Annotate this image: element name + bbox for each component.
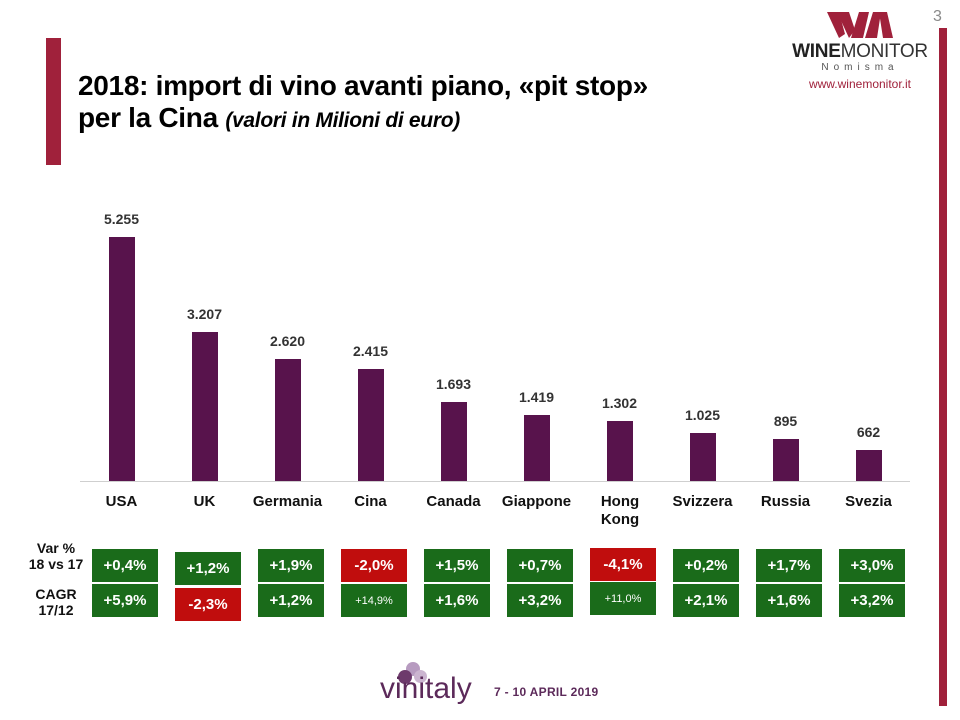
x-axis-category-label: Germania	[252, 493, 323, 510]
logo-name-bold: WINE	[792, 41, 841, 62]
var-cell: +0,2%	[673, 549, 739, 582]
x-axis-category-label: Svezia	[845, 493, 892, 510]
var-cell: +0,4%	[92, 549, 158, 582]
bar-value-label: 5.255	[103, 211, 140, 227]
bar	[275, 359, 301, 481]
cagr-cell: +14,9%	[341, 584, 407, 617]
bar-group: 2.620 Germania	[246, 180, 329, 540]
row-label-cagr-a: CAGR	[35, 586, 77, 602]
bar	[358, 369, 384, 481]
bar-group: 3.207 UK	[163, 180, 246, 540]
bar	[109, 237, 135, 481]
winemonitor-logo: WINEMONITOR Nomisma www.winemonitor.it	[790, 10, 930, 92]
bar	[856, 450, 882, 481]
bar-value-label: 1.693	[435, 376, 472, 392]
bar-group: 2.415 Cina	[329, 180, 412, 540]
bar-value-label: 2.620	[269, 333, 306, 349]
bar	[607, 421, 633, 481]
cagr-cell: +5,9%	[92, 584, 158, 617]
x-axis-category-label: Canada	[426, 493, 481, 510]
bar-value-label: 662	[856, 424, 881, 440]
bar-value-label: 3.207	[186, 306, 223, 322]
var-cell: -4,1%	[590, 548, 656, 581]
x-axis-category-label: Giappone	[501, 493, 572, 510]
winemonitor-mark-icon	[827, 12, 893, 38]
var-cell: +0,7%	[507, 549, 573, 582]
var-cell: +1,7%	[756, 549, 822, 582]
cagr-cell: +1,6%	[756, 584, 822, 617]
logo-name-regular: MONITOR	[840, 41, 929, 62]
x-axis-category-label: Hong Kong	[600, 493, 640, 528]
cagr-cell: +3,2%	[507, 584, 573, 617]
cagr-cell: +1,6%	[424, 584, 490, 617]
bar-group: 1.025 Svizzera	[661, 180, 744, 540]
vinitaly-brand: vinitaly	[380, 672, 472, 705]
bar	[773, 439, 799, 481]
bar-value-label: 1.025	[684, 407, 721, 423]
title-subtitle: (valori in Milioni di euro)	[225, 109, 460, 132]
var-cell: +3,0%	[839, 549, 905, 582]
bar	[690, 433, 716, 481]
bar	[441, 402, 467, 481]
logo-name: WINEMONITOR	[790, 42, 930, 62]
bar-group: 1.302 Hong Kong	[578, 180, 661, 540]
bar-value-label: 2.415	[352, 343, 389, 359]
bar-group: 5.255 USA	[80, 180, 163, 540]
title-line-2: per la Cina (valori in Milioni di euro)	[78, 102, 778, 137]
x-axis-category-label: Cina	[354, 493, 387, 510]
bar-group: 1.693 Canada	[412, 180, 495, 540]
logo-url[interactable]: www.winemonitor.it	[808, 77, 912, 91]
title-accent-bar	[46, 38, 61, 165]
right-accent-bar	[939, 28, 947, 706]
row-label-cagr: CAGR 17/12	[20, 586, 92, 618]
row-label-var-b: 18 vs 17	[28, 556, 84, 572]
var-cell: +1,9%	[258, 549, 324, 582]
bar	[192, 332, 218, 481]
bar-group: 662 Svezia	[827, 180, 910, 540]
x-axis-category-label: Russia	[760, 493, 811, 510]
row-label-var: Var % 18 vs 17	[20, 540, 92, 572]
bar-value-label: 895	[773, 413, 798, 429]
var-cell: -2,0%	[341, 549, 407, 582]
vinitaly-dates: 7 - 10 APRIL 2019	[494, 685, 599, 699]
logo-sub: Nomisma	[821, 62, 899, 73]
cagr-cell: +2,1%	[673, 584, 739, 617]
x-axis-category-label: UK	[193, 493, 216, 510]
var-cell: +1,2%	[175, 552, 241, 585]
bar-group: 895 Russia	[744, 180, 827, 540]
bar-group: 1.419 Giappone	[495, 180, 578, 540]
row-label-cagr-b: 17/12	[38, 602, 74, 618]
bar-value-label: 1.302	[601, 395, 638, 411]
bar	[524, 415, 550, 481]
x-axis-line	[80, 481, 910, 482]
cagr-cell: +3,2%	[839, 584, 905, 617]
slide-title: 2018: import di vino avanti piano, «pit …	[78, 70, 778, 137]
title-line-2-text: per la Cina	[78, 102, 218, 133]
bar-chart: 5.255 USA 3.207 UK 2.620 Germania 2.415 Cina 1.6…	[80, 180, 920, 540]
title-line-1: 2018: import di vino avanti piano, «pit …	[78, 70, 648, 101]
bar-value-label: 1.419	[518, 389, 555, 405]
row-label-var-a: Var %	[36, 540, 76, 556]
cagr-cell: +11,0%	[590, 582, 656, 615]
x-axis-category-label: Svizzera	[672, 493, 733, 510]
vinitaly-footer: vinitaly 7 - 10 APRIL 2019	[378, 660, 618, 710]
cagr-cell: -2,3%	[175, 588, 241, 621]
cagr-cell: +1,2%	[258, 584, 324, 617]
page-number: 3	[933, 8, 942, 25]
x-axis-category-label: USA	[105, 493, 138, 510]
var-cell: +1,5%	[424, 549, 490, 582]
